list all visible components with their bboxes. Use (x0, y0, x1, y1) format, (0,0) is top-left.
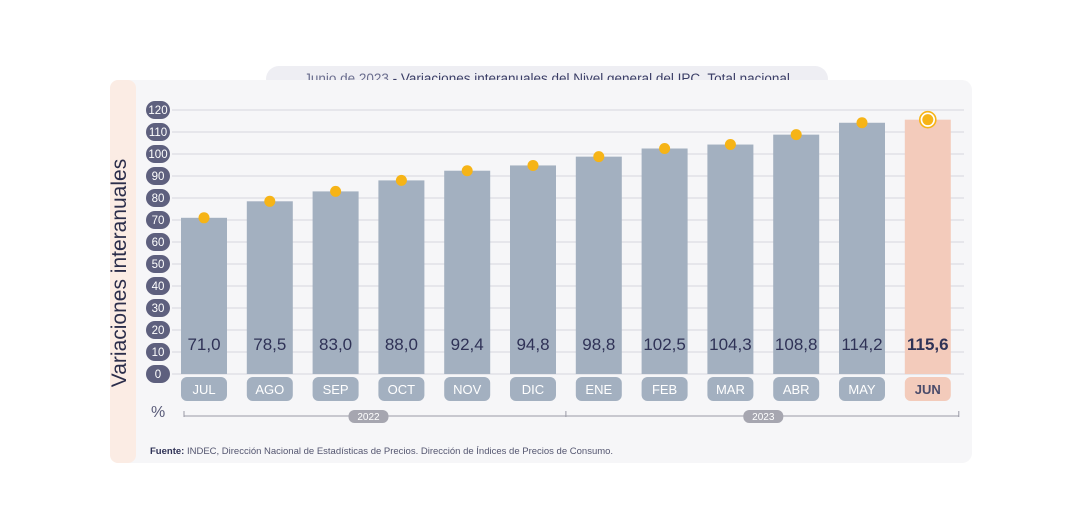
category-label: JUN (915, 382, 941, 397)
y-tick-label: 0 (155, 369, 161, 381)
bar (839, 122, 885, 374)
y-tick-badge (146, 145, 170, 163)
value-marker (198, 212, 210, 224)
y-tick-badge (146, 233, 170, 251)
y-tick-label: 110 (149, 127, 167, 139)
value-marker (790, 129, 802, 141)
bar-value-label: 108,8 (775, 335, 818, 354)
y-tick-badge (146, 365, 170, 383)
y-tick-badge (146, 299, 170, 317)
source-text: INDEC, Dirección Nacional de Estadística… (184, 446, 614, 457)
bar-value-label: 102,5 (643, 335, 686, 354)
category-label: ABR (783, 382, 810, 397)
y-tick-label: 60 (152, 237, 165, 249)
bar (707, 144, 754, 374)
y-tick-badge (146, 101, 170, 119)
value-marker (593, 151, 605, 163)
year-label: 2023 (752, 412, 775, 423)
y-tick-badge (146, 255, 170, 273)
value-marker (527, 159, 539, 171)
y-tick-badge (146, 167, 170, 185)
y-tick-label: 20 (152, 325, 165, 337)
value-marker (330, 185, 342, 197)
bar (575, 156, 622, 374)
category-badge (707, 377, 754, 401)
category-badge (773, 377, 820, 401)
y-tick-label: 80 (152, 193, 165, 205)
bar (444, 170, 491, 374)
category-label: FEB (652, 382, 677, 397)
category-label: NOV (453, 382, 482, 397)
chart-title-separator: - (388, 71, 401, 86)
y-tick-label: 50 (152, 259, 165, 271)
y-tick-label: 100 (148, 149, 167, 161)
bar-value-label: 71,0 (187, 335, 220, 354)
category-label: MAR (716, 382, 745, 397)
category-badge (641, 377, 688, 401)
y-tick-badge (146, 277, 170, 295)
bar-value-label: 92,4 (451, 335, 484, 354)
category-label: MAY (848, 382, 876, 397)
category-label: ENE (585, 382, 612, 397)
y-tick-label: 70 (152, 215, 165, 227)
bar-value-label: 98,8 (582, 335, 615, 354)
unit-label: % (151, 404, 166, 421)
bar (641, 148, 688, 374)
y-tick-label: 30 (152, 303, 165, 315)
y-tick-label: 90 (152, 171, 165, 183)
y-tick-badge (146, 343, 170, 361)
value-marker (659, 143, 671, 154)
source-label: Fuente: (150, 446, 185, 457)
bar (773, 134, 820, 374)
category-label: JUL (192, 382, 215, 397)
y-axis-label: Variaciones interanuales (108, 158, 131, 388)
bar (378, 180, 425, 374)
category-badge (839, 377, 885, 401)
y-tick-badge (146, 123, 170, 141)
bar-value-label: 88,0 (385, 335, 418, 354)
value-marker (264, 195, 276, 207)
bar (312, 191, 359, 374)
source-note: Fuente: INDEC, Dirección Nacional de Est… (150, 446, 613, 457)
bar-value-label: 115,6 (907, 335, 949, 354)
bar-value-label: 83,0 (319, 335, 352, 354)
y-tick-label: 40 (152, 281, 165, 293)
panel-accent (110, 80, 136, 463)
category-badge (904, 377, 951, 401)
category-badge (378, 377, 425, 401)
y-tick-badge (146, 189, 170, 207)
category-badge (510, 377, 556, 401)
y-tick-label: 10 (152, 347, 165, 359)
value-marker (856, 117, 868, 129)
y-tick-label: 120 (148, 105, 167, 117)
category-badge (246, 377, 293, 401)
category-label: DIC (522, 382, 544, 397)
bar (510, 165, 556, 374)
value-marker (724, 139, 736, 151)
category-label: SEP (323, 382, 349, 397)
category-badge (181, 377, 227, 401)
value-marker (395, 174, 407, 186)
category-label: OCT (388, 382, 416, 397)
category-label: AGO (255, 382, 284, 397)
bar-value-label: 94,8 (516, 335, 549, 354)
value-marker (922, 114, 934, 126)
bar-value-label: 104,3 (709, 335, 752, 354)
bar (246, 201, 293, 374)
y-tick-badge (146, 321, 170, 339)
category-badge (312, 377, 359, 401)
year-label: 2022 (357, 412, 380, 423)
bar-value-label: 114,2 (841, 335, 882, 354)
y-tick-badge (146, 211, 170, 229)
value-marker (461, 165, 473, 177)
bar-value-label: 78,5 (253, 335, 286, 354)
category-badge (575, 377, 622, 401)
bar (181, 217, 227, 374)
year-badge (348, 410, 389, 423)
category-badge (444, 377, 491, 401)
bar (904, 119, 951, 375)
year-badge (743, 410, 784, 423)
